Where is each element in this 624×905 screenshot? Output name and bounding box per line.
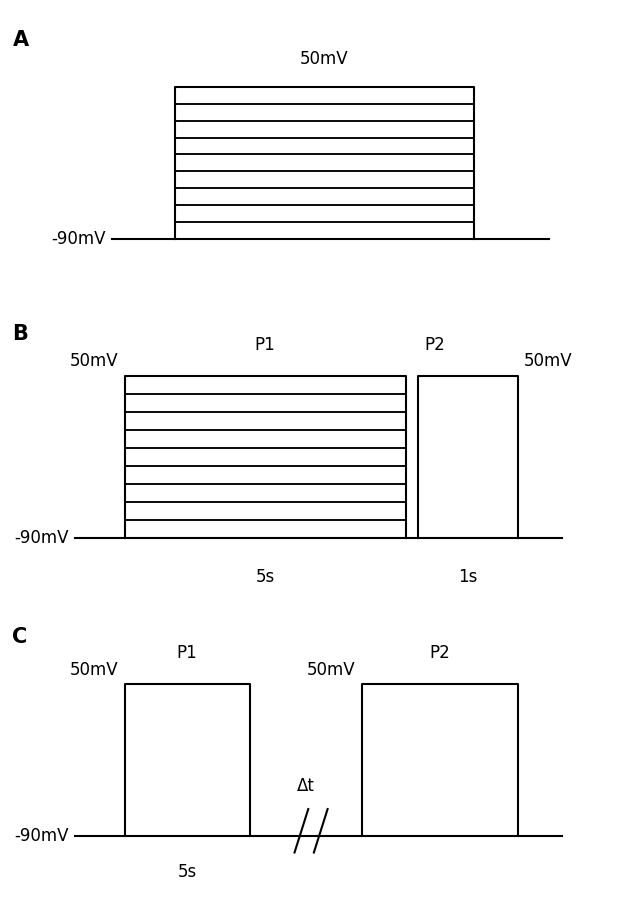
Text: P1: P1	[255, 336, 276, 354]
Text: 50mV: 50mV	[300, 50, 349, 68]
Text: 5s: 5s	[256, 568, 275, 586]
Text: 1s: 1s	[458, 568, 478, 586]
Text: 50mV: 50mV	[70, 661, 119, 679]
Text: P2: P2	[424, 336, 445, 354]
Text: P2: P2	[429, 644, 451, 662]
Text: Δt: Δt	[297, 777, 314, 795]
Text: 50mV: 50mV	[307, 661, 356, 679]
Text: -90mV: -90mV	[14, 529, 69, 548]
Text: 50mV: 50mV	[524, 352, 573, 370]
Text: -90mV: -90mV	[52, 230, 106, 248]
Text: -90mV: -90mV	[14, 827, 69, 845]
Text: B: B	[12, 324, 28, 344]
Text: 50mV: 50mV	[70, 352, 119, 370]
Text: 5s: 5s	[178, 863, 197, 881]
Text: A: A	[12, 30, 29, 50]
Text: P1: P1	[177, 644, 198, 662]
Text: C: C	[12, 627, 27, 647]
